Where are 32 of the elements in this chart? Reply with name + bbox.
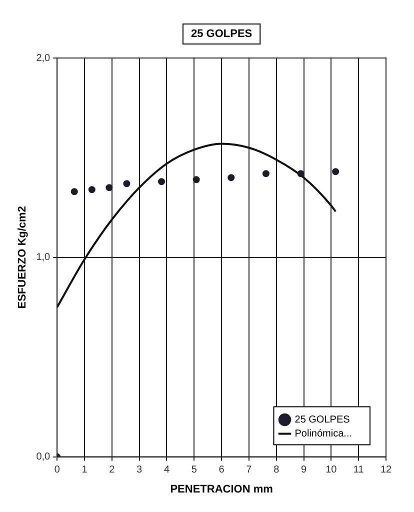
point bbox=[88, 186, 96, 194]
x-tick-label: 0 bbox=[54, 464, 60, 476]
x-tick-label: 2 bbox=[109, 464, 116, 476]
legend-label: 25 GOLPES bbox=[294, 414, 350, 426]
y-tick-label: 2,0 bbox=[36, 52, 51, 64]
x-tick-label: 10 bbox=[326, 464, 338, 476]
x-axis-title: PENETRACION mm bbox=[170, 483, 274, 496]
x-tick-label: 12 bbox=[380, 464, 392, 476]
y-tick-label: 0,0 bbox=[36, 452, 51, 463]
point bbox=[192, 176, 200, 184]
legend-label: Polinómica... bbox=[294, 428, 352, 440]
x-tick-label: 11 bbox=[353, 464, 364, 476]
point bbox=[70, 188, 78, 196]
x-tick-label: 5 bbox=[191, 464, 198, 476]
point bbox=[332, 168, 340, 176]
point bbox=[123, 180, 130, 188]
x-tick-label: 3 bbox=[136, 464, 143, 476]
chart-title: 25 GOLPES bbox=[190, 28, 252, 40]
x-tick-label: 4 bbox=[164, 464, 170, 476]
point bbox=[297, 170, 304, 178]
x-tick-label: 7 bbox=[246, 464, 252, 476]
point bbox=[262, 170, 270, 178]
y-axis-title: ESFUERZO Kg/cm2 bbox=[16, 206, 29, 309]
line-series bbox=[57, 142, 337, 308]
x-tick-label: 9 bbox=[300, 464, 307, 476]
point bbox=[158, 178, 166, 186]
x-tick-label: 1 bbox=[82, 464, 88, 476]
point bbox=[228, 174, 235, 182]
x-tick-label: 6 bbox=[218, 464, 225, 476]
y-tick-label: 1,0 bbox=[36, 252, 51, 264]
point bbox=[106, 184, 113, 192]
x-tick-label: 8 bbox=[274, 464, 280, 476]
